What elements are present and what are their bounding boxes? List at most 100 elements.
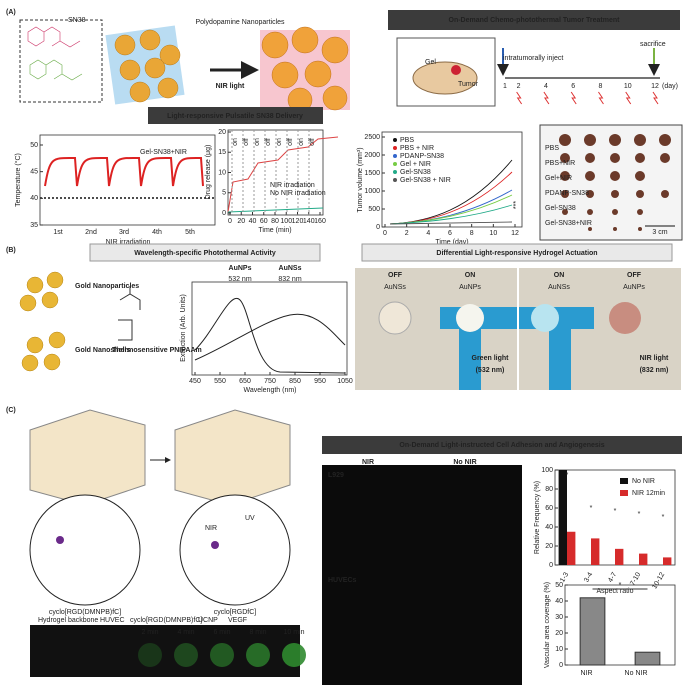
x-tick-label: 850 (289, 378, 301, 385)
x-tick-label: 5th (185, 229, 195, 236)
plot-frame (564, 584, 676, 666)
y-tick-label: 35 (30, 222, 38, 229)
x-tick-label: 4-7 (607, 571, 618, 583)
x-tick-label: 1-3 (559, 571, 570, 583)
section-title: Differential Light-responsive Hydrogel A… (436, 250, 597, 257)
gel-dot (609, 302, 641, 334)
title-box (361, 243, 673, 262)
day-label: 6 (571, 83, 575, 90)
section-title: On-Demand Chemo-photothermal Tumor Treat… (449, 17, 621, 24)
label: cyclo[RGD(DMNPB)fC] (49, 609, 121, 616)
label: AuNSs (384, 284, 406, 291)
label: AuNPs (229, 265, 252, 272)
title-box (322, 436, 682, 454)
gel-cube (29, 409, 146, 506)
pulse-label: off (309, 138, 316, 146)
legend-label: HUVEC (100, 617, 125, 624)
gold-particles (19, 271, 66, 372)
label: NIR light (640, 355, 669, 362)
y-tick-label: 40 (555, 598, 563, 605)
x-tick-label: 20 (237, 218, 245, 225)
y-tick-label: 1000 (364, 188, 380, 195)
legend-swatch (393, 146, 397, 150)
nir-bolt (598, 91, 604, 105)
y-tick-label: 0 (549, 562, 553, 569)
day-label: 8 (599, 83, 603, 90)
bar (663, 557, 672, 565)
axis-title: Time (min) (258, 227, 291, 234)
time-label: 6 min (213, 629, 230, 636)
microscopy (322, 465, 522, 685)
x-tick-label: 450 (189, 378, 201, 385)
legend-label: PDANP-SN38 (400, 153, 444, 160)
y-tick-label: 10 (218, 169, 226, 176)
group-label: Gel+NIR (545, 175, 572, 182)
legend-label: Gel-SN38 (400, 169, 431, 176)
day-label: 12 (651, 83, 659, 90)
column-label: No NIR (453, 459, 476, 466)
x-tick-label: 4th (152, 229, 162, 236)
x-tick-label: 6 (448, 230, 452, 237)
legend-label: VEGF (228, 617, 247, 624)
plot-frame (381, 131, 523, 228)
pulse-label: off (243, 138, 250, 146)
section-title: Wavelength-specific Photothermal Activit… (134, 250, 276, 257)
x-tick-label: 40 (249, 218, 257, 225)
nir-bolt (652, 91, 659, 105)
legend-swatch (393, 162, 397, 166)
y-tick-label: 10 (555, 646, 563, 653)
y-tick-label: 40 (545, 524, 553, 531)
axis-title: Vascular area coverage (%) (544, 582, 551, 668)
fluorescence-dot (138, 643, 162, 667)
label: 832 nm (278, 276, 302, 283)
label: NIR (205, 525, 217, 532)
day-label: 2 (517, 83, 521, 90)
time-label: 8 min (249, 629, 266, 636)
section-title: On-Demand Light-instructed Cell Adhesion… (399, 442, 604, 449)
panel-label: (B) (6, 247, 16, 254)
significance: * (662, 514, 665, 521)
x-tick-label: 100 (280, 218, 292, 225)
label: 3 cm (652, 229, 667, 236)
label: (532 nm) (476, 367, 505, 374)
molecule-sketch (27, 26, 83, 81)
axis-title: NIR irradiation (106, 239, 151, 246)
y-tick-label: 20 (218, 129, 226, 136)
fluorescence-dot (174, 643, 198, 667)
y-tick-label: 0 (222, 210, 226, 217)
day-label: 10 (624, 83, 632, 90)
release-nir (227, 136, 339, 213)
x-tick-label: 4 (426, 230, 430, 237)
significance: * (638, 511, 641, 518)
tumors (559, 134, 671, 231)
x-tick-label: 0 (228, 218, 232, 225)
y-tick-label: 500 (368, 206, 380, 213)
nir-bolt (570, 91, 577, 105)
section-title: Light-responsive Pulsatile SN38 Delivery (167, 113, 303, 120)
axis-title: Drug release (μg) (205, 145, 212, 200)
y-tick-label: 5 (222, 190, 226, 197)
axis-title: Aspect ratio (597, 588, 634, 595)
plot-frame (39, 134, 216, 226)
particles (114, 29, 181, 103)
zoom-circle (179, 494, 291, 606)
fluorescence-dot (246, 643, 270, 667)
x-tick-label: 3-4 (583, 571, 594, 583)
gel-cube (174, 409, 291, 506)
label: (day) (662, 83, 678, 90)
label: *** (513, 201, 520, 209)
legend-label: Gel-SN38 + NIR (400, 177, 451, 184)
legend-label: Gel + NIR (400, 161, 431, 168)
bar (639, 553, 648, 565)
x-tick-label: 650 (239, 378, 251, 385)
legend-label: NIR 12min (632, 490, 665, 497)
row-label: L929 (328, 472, 344, 479)
tumor (451, 65, 461, 75)
gel-dot (531, 304, 559, 332)
pulse-label: off (287, 138, 294, 146)
y-tick-label: 80 (545, 486, 553, 493)
pulse-label: on (276, 138, 283, 146)
group-label: Gel-SN38+NIR (545, 220, 592, 227)
label: Gold Nanoshells (75, 347, 130, 354)
group-label: PBS (545, 145, 559, 152)
